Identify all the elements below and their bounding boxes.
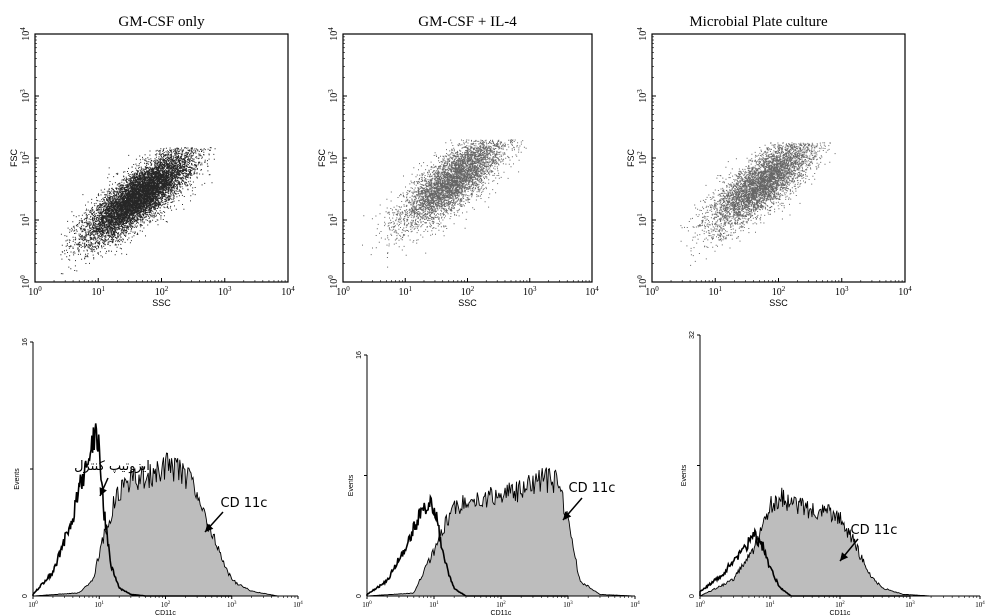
x-axis-label: CD11c: [491, 610, 512, 615]
x-tick-label: 102: [161, 601, 171, 609]
y-tick-label: 101: [636, 213, 649, 227]
arrow-head-icon: [563, 511, 572, 520]
y-tick-label: 101: [327, 213, 340, 227]
cd11c-filled-histogram: [32, 452, 298, 597]
x-tick-label: 100: [362, 601, 372, 609]
annotation: ایزوتیپ کنترل: [74, 459, 150, 497]
y-tick-label: 100: [327, 275, 340, 289]
x-tick-label: 104: [585, 285, 599, 298]
x-tick-label: 100: [645, 285, 659, 298]
x-tick-label: 102: [155, 285, 169, 298]
y-tick-label: 103: [636, 89, 649, 103]
y-tick-label: 101: [19, 213, 32, 227]
x-tick-label: 102: [835, 601, 845, 609]
histogram-2: 100 101 102 103 104 16 0 CD11c Events CD 11c: [348, 351, 640, 615]
y-tick-label: 103: [327, 89, 340, 103]
x-tick-label: 103: [905, 601, 915, 609]
x-tick-label: 103: [835, 285, 849, 298]
histogram-3: 100 101 102 103 104 32 0 CD11c Events CD 11c: [681, 331, 985, 615]
y-tick-label: 16: [356, 351, 363, 359]
y-axis-label: Events: [14, 468, 21, 490]
y-tick-label: 102: [327, 151, 340, 165]
y-tick-label: 0: [689, 594, 696, 598]
x-tick-label: 102: [772, 285, 786, 298]
y-axis-label: FSC: [317, 148, 327, 167]
y-tick-label: 16: [22, 338, 29, 346]
x-tick-label: 104: [281, 285, 295, 298]
x-tick-label: 103: [218, 285, 232, 298]
cd11c-filled-histogram: [699, 487, 932, 597]
x-tick-label: 104: [630, 601, 640, 609]
histogram-1: 100 101 102 103 104 16 0 CD11c Events ایزوتیپ کنت…: [14, 338, 303, 615]
scatter-points: [680, 142, 836, 266]
plot-frame: [651, 33, 906, 283]
x-tick-label: 101: [95, 601, 105, 609]
x-axis-label: SSC: [458, 298, 477, 308]
plot-frame: [34, 33, 289, 283]
x-tick-label: 101: [399, 285, 413, 298]
x-axis-label: SSC: [769, 298, 788, 308]
annotation-label: CD 11c: [851, 523, 898, 538]
scatter-events: [680, 142, 836, 266]
annotation: CD 11c: [204, 496, 268, 533]
cd11c-filled-histogram: [366, 467, 635, 597]
x-axis-label: CD11c: [830, 610, 851, 615]
scatter-title: Microbial Plate culture: [689, 14, 828, 30]
y-axis-label: Events: [681, 464, 688, 486]
x-tick-label: 101: [429, 601, 439, 609]
y-tick-label: 100: [636, 275, 649, 289]
x-tick-label: 101: [92, 285, 106, 298]
x-tick-label: 100: [28, 285, 42, 298]
y-axis-label: FSC: [9, 148, 19, 167]
x-axis-label: CD11c: [155, 610, 176, 615]
y-axis-label: Events: [348, 474, 355, 496]
x-tick-label: 100: [336, 285, 350, 298]
x-tick-label: 100: [28, 601, 38, 609]
y-tick-label: 104: [19, 27, 32, 41]
scatter-points: [362, 139, 527, 268]
y-tick-label: 104: [327, 27, 340, 41]
scatter-events: [60, 147, 216, 275]
y-tick-label: 102: [636, 151, 649, 165]
y-tick-label: 104: [636, 27, 649, 41]
annotation-label: ایزوتیپ کنترل: [74, 459, 150, 474]
scatter-points: [60, 147, 216, 275]
y-tick-label: 102: [19, 151, 32, 165]
x-tick-label: 101: [709, 285, 723, 298]
x-tick-label: 104: [975, 601, 985, 609]
x-tick-label: 103: [563, 601, 573, 609]
x-tick-label: 101: [765, 601, 775, 609]
annotation: CD 11c: [839, 523, 898, 562]
arrow-head-icon: [205, 523, 214, 532]
arrow-head-icon: [99, 487, 107, 496]
x-tick-label: 104: [293, 601, 303, 609]
annotation-label: CD 11c: [221, 496, 268, 511]
annotation: CD 11c: [562, 481, 616, 521]
scatter-title: GM-CSF only: [118, 14, 205, 30]
annotation-label: CD 11c: [569, 481, 616, 496]
x-tick-label: 100: [695, 601, 705, 609]
x-axis-label: SSC: [152, 298, 171, 308]
y-tick-label: 103: [19, 89, 32, 103]
x-tick-label: 102: [461, 285, 475, 298]
y-tick-label: 100: [19, 275, 32, 289]
x-tick-label: 103: [523, 285, 537, 298]
scatter-events: [362, 139, 527, 268]
scatter-title: GM-CSF + IL-4: [418, 14, 517, 30]
x-tick-label: 103: [227, 601, 237, 609]
y-tick-label: 0: [22, 594, 29, 598]
y-axis-label: FSC: [626, 148, 636, 167]
arrow-head-icon: [840, 552, 849, 561]
x-tick-label: 104: [898, 285, 912, 298]
x-tick-label: 102: [496, 601, 506, 609]
y-tick-label: 0: [356, 594, 363, 598]
y-tick-label: 32: [689, 331, 696, 339]
